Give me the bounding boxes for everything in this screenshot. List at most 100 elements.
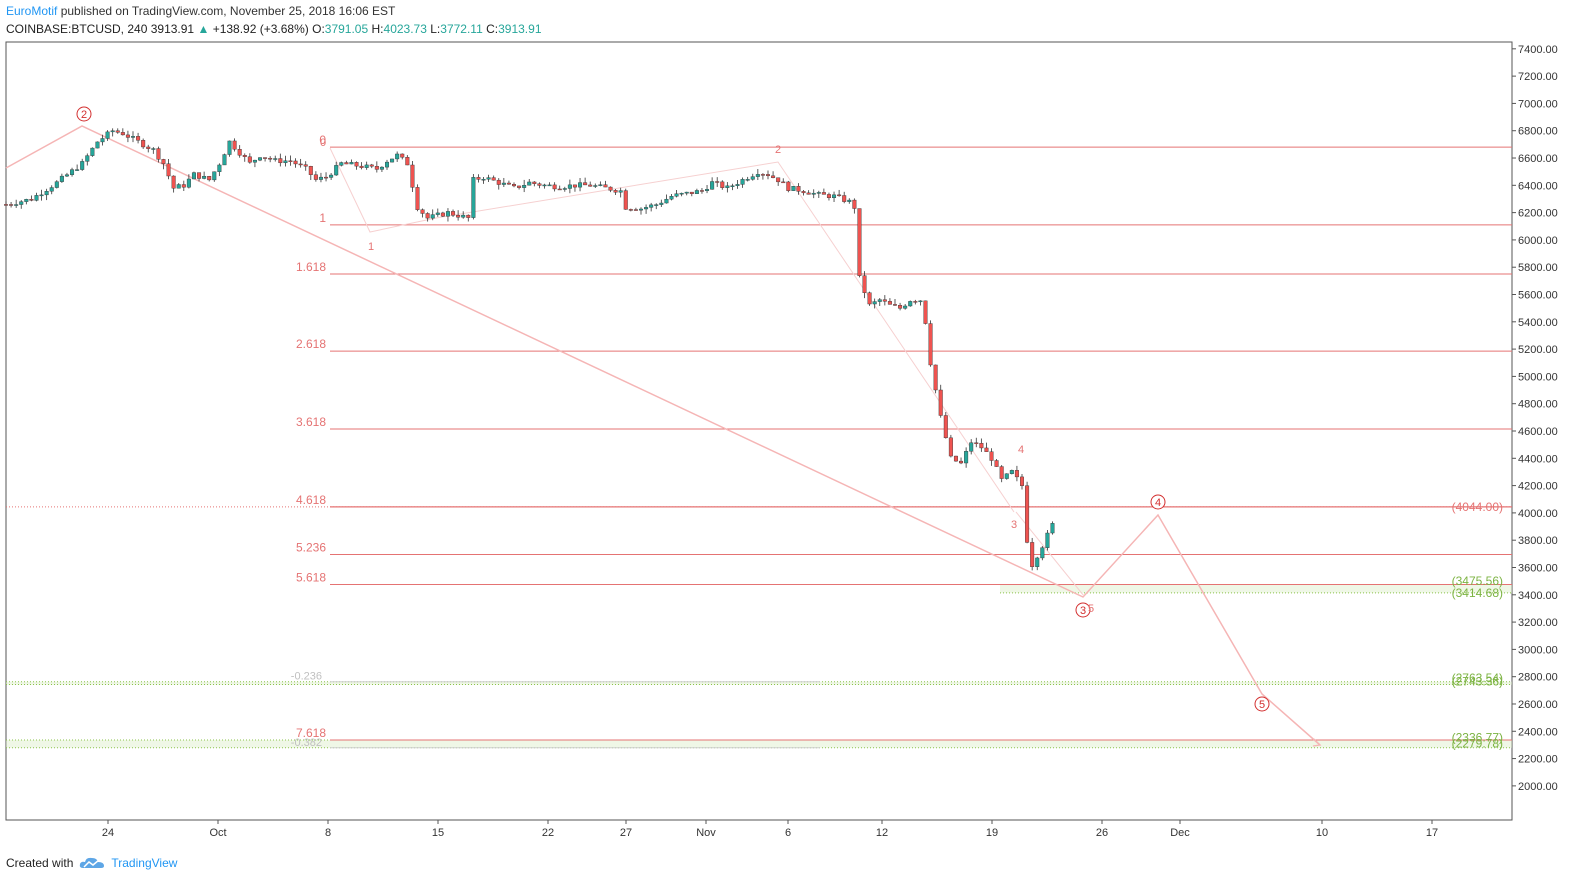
y-tick-label: 6200.00 <box>1518 208 1558 220</box>
candle-down <box>989 451 994 461</box>
candle-up <box>75 169 80 171</box>
candle-up <box>130 136 135 138</box>
candles <box>3 128 1055 571</box>
x-tick-label: 27 <box>620 827 632 839</box>
y-tick-label: 7200.00 <box>1518 71 1558 83</box>
wave-marker-circle <box>1075 602 1091 618</box>
fib-level-label: 1.618 <box>296 260 326 274</box>
candle-down <box>1014 470 1019 478</box>
candle-up <box>1004 473 1009 479</box>
low-value: 3772.11 <box>440 22 483 36</box>
candle-down <box>933 364 938 391</box>
candle-up <box>54 181 59 188</box>
candle-down <box>288 160 293 162</box>
candle-up <box>283 160 288 164</box>
tradingview-link[interactable]: TradingView <box>111 856 178 870</box>
candle-up <box>19 201 24 205</box>
candle-down <box>715 181 720 183</box>
candle-up <box>1035 557 1040 567</box>
candle-down <box>420 209 425 214</box>
candle-down <box>608 186 613 191</box>
x-tick-label: Oct <box>209 827 226 839</box>
candle-up <box>872 301 877 305</box>
candle-down <box>278 158 283 164</box>
candle-up <box>669 196 674 200</box>
candle-down <box>852 199 857 209</box>
y-tick-label: 4400.00 <box>1518 453 1558 465</box>
candle-down <box>857 208 862 276</box>
candle-up <box>59 175 64 182</box>
candle-down <box>613 190 618 193</box>
candle-down <box>171 175 176 189</box>
wave-marker-circle <box>1254 696 1270 712</box>
price-label: (2743.36) <box>1452 675 1503 689</box>
candle-down <box>263 157 268 159</box>
candle-down <box>781 181 786 184</box>
candle-up <box>694 190 699 194</box>
candle-down <box>999 466 1004 479</box>
candle-up <box>705 189 710 191</box>
candle-down <box>984 447 989 452</box>
open-value: 3791.05 <box>324 22 369 36</box>
candle-down <box>247 156 252 163</box>
y-tick-label: 4600.00 <box>1518 426 1558 438</box>
candle-down <box>628 209 633 211</box>
x-tick-label: 17 <box>1426 827 1438 839</box>
candle-down <box>603 184 608 188</box>
candle-down <box>552 184 557 190</box>
y-tick-label: 2600.00 <box>1518 699 1558 711</box>
candle-up <box>176 184 181 189</box>
candle-up <box>105 131 110 139</box>
candle-up <box>908 301 913 307</box>
candle-down <box>943 415 948 439</box>
candle-down <box>115 130 120 133</box>
candle-down <box>308 166 313 175</box>
publish-info: EuroMotif published on TradingView.com, … <box>6 4 395 18</box>
candle-down <box>506 182 511 185</box>
y-tick-label: 3000.00 <box>1518 644 1558 656</box>
candle-up <box>445 211 450 217</box>
candle-down <box>806 192 811 195</box>
candle-up <box>593 185 598 187</box>
candle-down <box>440 212 445 217</box>
candle-up <box>562 188 567 190</box>
candle-up <box>395 153 400 160</box>
candle-down <box>293 160 298 165</box>
candle-down <box>837 194 842 197</box>
fib-level-label: 5.236 <box>296 541 326 555</box>
candle-up <box>273 158 278 160</box>
candle-up <box>100 138 105 143</box>
candle-down <box>324 176 329 179</box>
candle-down <box>583 182 588 186</box>
candle-up <box>664 198 669 204</box>
candle-up <box>34 195 39 201</box>
candle-up <box>217 164 222 172</box>
candle-down <box>359 165 364 168</box>
x-tick-label: 12 <box>876 827 888 839</box>
y-tick-label: 3600.00 <box>1518 562 1558 574</box>
candle-down <box>125 134 130 138</box>
wave-marker-label: 3 <box>1080 605 1086 617</box>
candle-up <box>918 300 923 303</box>
candle-down <box>821 192 826 195</box>
author-link[interactable]: EuroMotif <box>6 4 58 18</box>
candle-down <box>882 299 887 302</box>
candle-down <box>801 191 806 194</box>
candle-down <box>867 292 872 305</box>
candle-up <box>547 184 552 187</box>
y-tick-label: 6600.00 <box>1518 153 1558 165</box>
candle-down <box>887 301 892 305</box>
candle-down <box>207 176 212 181</box>
gray-fib-label: -0.236 <box>291 671 322 683</box>
candle-up <box>379 166 384 170</box>
candle-down <box>633 209 638 211</box>
fib-zone <box>1000 584 1512 593</box>
published-text: published on TradingView.com, November 2… <box>60 4 396 18</box>
candle-up <box>70 169 75 175</box>
wave-marker-circle <box>76 106 92 122</box>
candle-down <box>313 174 318 180</box>
candle-up <box>527 181 532 186</box>
candle-up <box>811 192 816 195</box>
candle-up <box>90 147 95 156</box>
